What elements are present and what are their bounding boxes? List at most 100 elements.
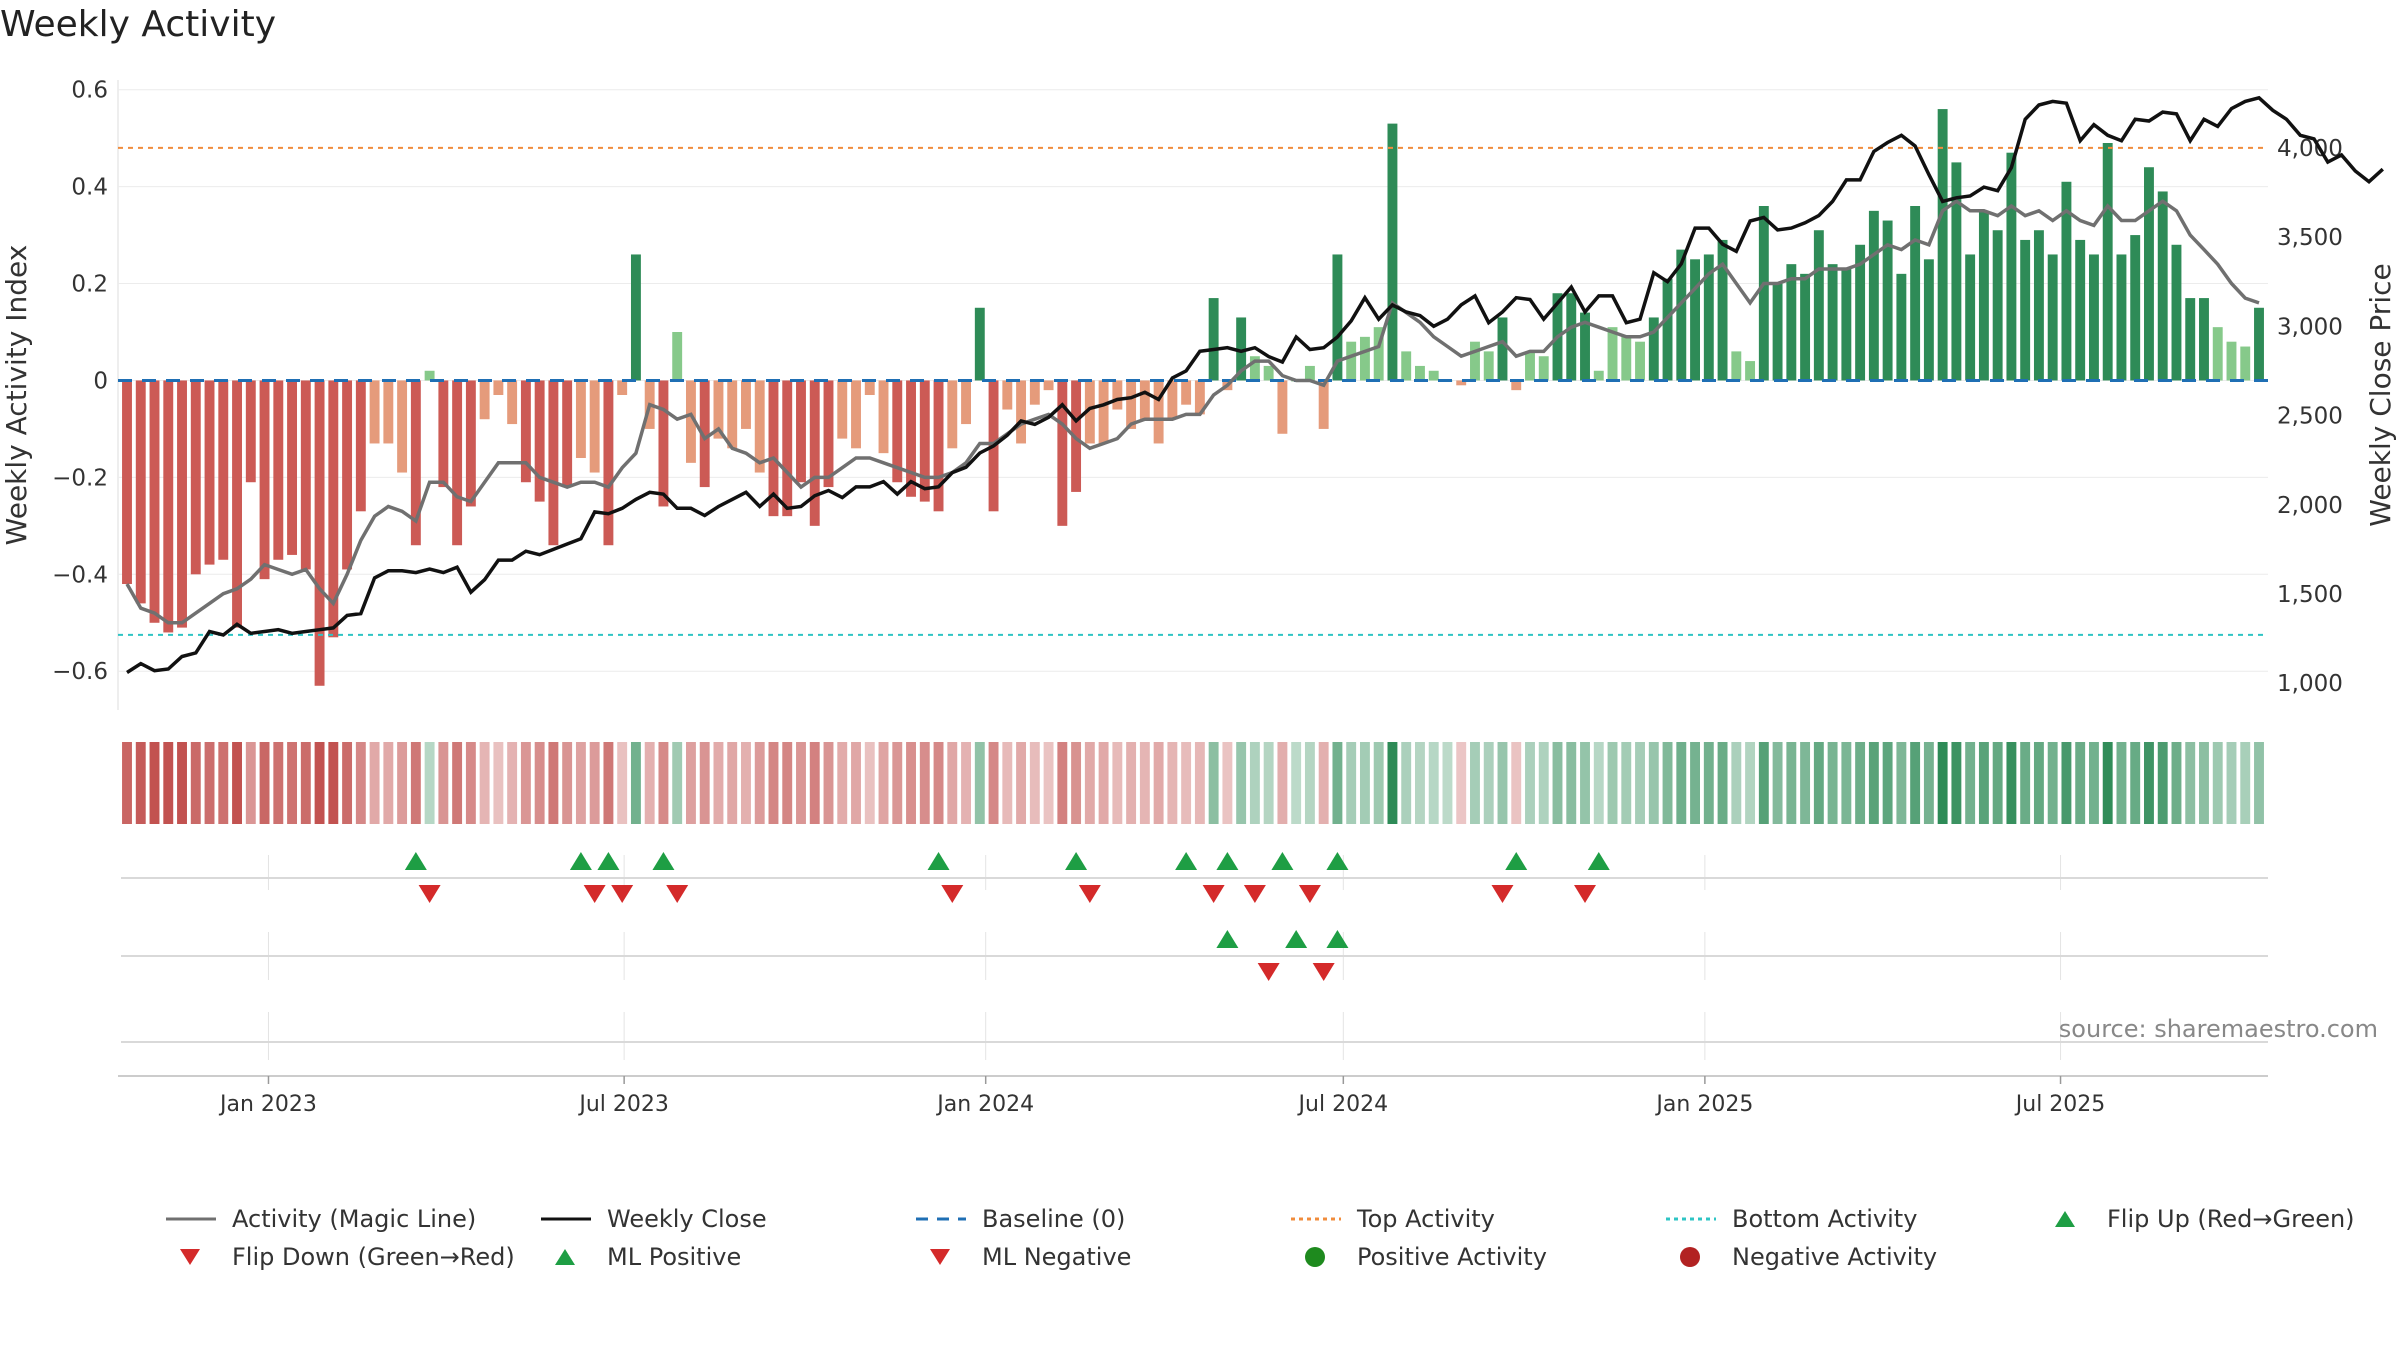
heat-cell — [851, 742, 861, 824]
activity-bar — [1951, 162, 1962, 381]
legend-label: ML Positive — [607, 1243, 742, 1271]
y-left-tick-label-5: 0.4 — [71, 175, 108, 201]
activity-bar — [369, 380, 380, 444]
heat-cell — [1153, 742, 1164, 824]
heat-cell — [809, 742, 820, 824]
heat-cell — [878, 742, 889, 824]
heat-cell — [1662, 742, 1673, 824]
activity-bar — [575, 380, 586, 458]
heat-cell — [2185, 742, 2196, 824]
heat-cell — [1483, 742, 1494, 824]
heat-cell — [754, 742, 765, 824]
activity-bar — [479, 380, 490, 420]
flip-down-marker — [418, 885, 441, 903]
activity-bar — [1304, 365, 1315, 381]
heat-cell — [1580, 742, 1590, 824]
heat-cell — [658, 742, 669, 824]
heat-cell — [1470, 742, 1480, 824]
legend-label: Positive Activity — [1357, 1243, 1547, 1271]
heat-cell — [300, 742, 311, 824]
activity-bar — [1126, 380, 1137, 429]
heat-cell — [1304, 742, 1315, 824]
activity-bar — [245, 380, 256, 483]
activity-bar — [135, 380, 146, 604]
activity-bar — [1139, 380, 1150, 420]
heat-cell — [988, 742, 999, 824]
heat-cell — [1676, 742, 1687, 824]
heat-cell — [1635, 742, 1645, 824]
heat-cell — [1978, 742, 1989, 824]
heat-cell — [644, 742, 655, 824]
activity-bar — [424, 370, 435, 381]
heat-cell — [2144, 742, 2154, 824]
legend-line-dotted-icon — [1291, 1217, 1341, 1221]
heat-cell — [617, 742, 628, 824]
activity-bar — [974, 307, 985, 381]
activity-bar — [2130, 235, 2141, 381]
x-tick-label-1: Jul 2023 — [577, 1092, 669, 1117]
activity-bar — [1676, 249, 1687, 381]
heat-cell — [438, 742, 449, 824]
legend-triangle-up-icon — [2055, 1211, 2075, 1227]
heat-cell — [1236, 742, 1247, 824]
activity-bar — [919, 380, 930, 502]
legend-line-dotted-icon — [1666, 1217, 1716, 1221]
activity-bar — [1415, 365, 1425, 381]
flip-up-marker — [1175, 852, 1198, 870]
legend-item: Weekly Close — [535, 1205, 767, 1233]
heat-cell — [1263, 742, 1274, 824]
activity-bar — [548, 380, 559, 546]
legend-item: Flip Up (Red→Green) — [2035, 1205, 2355, 1233]
legend-label: Flip Down (Green→Red) — [232, 1243, 515, 1271]
heat-cell — [328, 742, 339, 824]
flip-up-marker — [1271, 852, 1294, 870]
heat-cell — [2047, 742, 2058, 824]
legend-item: Positive Activity — [1285, 1243, 1547, 1271]
heat-cell — [1194, 742, 1205, 824]
activity-bar — [1621, 336, 1632, 381]
heat-cell — [1387, 742, 1398, 824]
activity-bar — [2199, 298, 2209, 381]
activity-bar — [1332, 254, 1343, 381]
activity-bar — [1401, 351, 1412, 381]
activity-bar — [465, 380, 476, 507]
activity-bar — [1717, 239, 1728, 381]
heat-cell — [1910, 742, 1921, 824]
flip-down-marker — [941, 885, 964, 903]
activity-bar — [1236, 317, 1247, 381]
x-tick-label-5: Jul 2025 — [2014, 1092, 2106, 1117]
activity-bar — [1841, 269, 1852, 381]
activity-bar — [1580, 312, 1590, 381]
heat-cell — [1057, 742, 1068, 824]
activity-bar — [1098, 380, 1109, 444]
activity-bar — [1937, 109, 1948, 381]
activity-bar — [562, 380, 573, 488]
heat-cell — [369, 742, 380, 824]
heat-cell — [479, 742, 490, 824]
activity-bar — [2157, 191, 2168, 381]
activity-bar — [1800, 273, 1811, 381]
activity-bar — [892, 380, 903, 483]
legend-item: ML Negative — [910, 1243, 1131, 1271]
heat-cell — [589, 742, 600, 824]
activity-bar — [1029, 380, 1040, 405]
activity-bar — [2033, 230, 2044, 381]
activity-bar — [2240, 346, 2251, 381]
activity-bar — [1167, 380, 1178, 420]
heat-cell — [892, 742, 903, 824]
heat-cell — [685, 742, 696, 824]
heat-cell — [355, 742, 366, 824]
legend-label: ML Negative — [982, 1243, 1132, 1271]
heat-cell — [1359, 742, 1370, 824]
activity-bar — [397, 380, 408, 473]
flip-up-marker — [404, 852, 427, 870]
y-left-tick-label-0: −0.6 — [52, 659, 108, 685]
heat-cell — [177, 742, 187, 824]
activity-bar — [2061, 181, 2072, 381]
activity-bar — [823, 380, 834, 488]
heat-cell — [933, 742, 944, 824]
y-axis-left-title: Weekly Activity Index — [0, 245, 33, 546]
heat-cell — [1552, 742, 1563, 824]
legend-item: Bottom Activity — [1660, 1205, 1917, 1233]
legend-label: Baseline (0) — [982, 1205, 1126, 1233]
